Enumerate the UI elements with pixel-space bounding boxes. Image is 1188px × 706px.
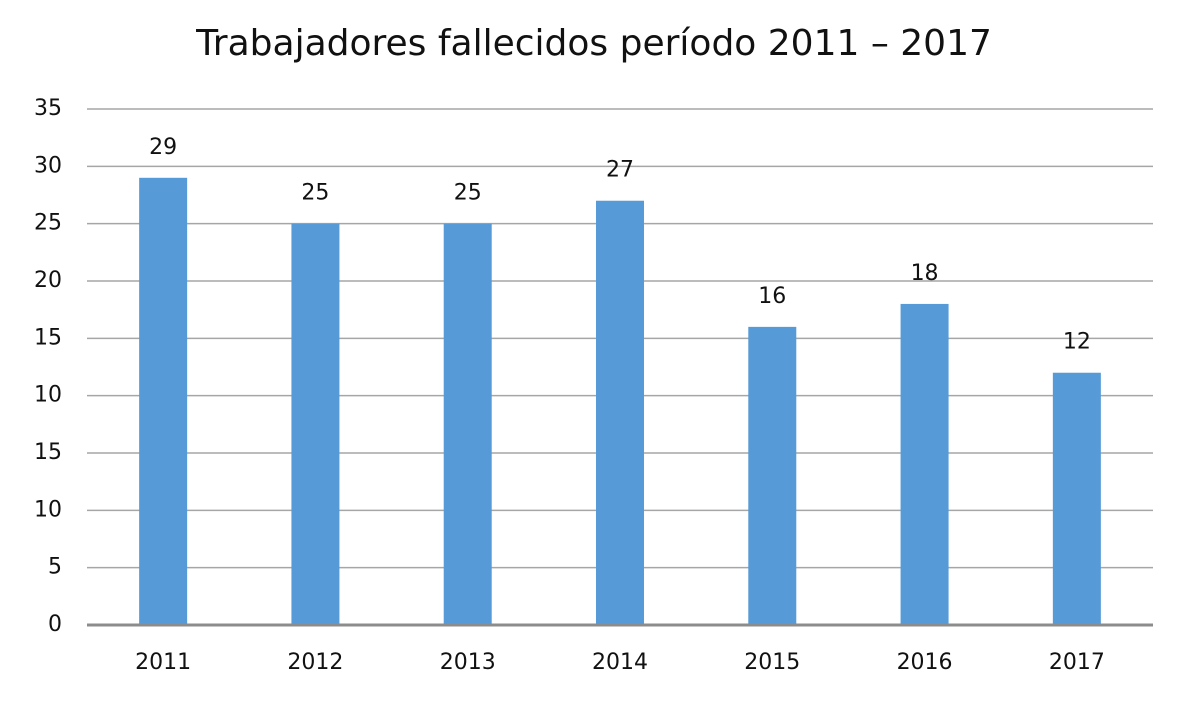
y-tick-label: 20 (34, 268, 62, 293)
y-tick-label: 10 (34, 497, 62, 522)
data-label: 16 (758, 284, 786, 309)
y-tick-label: 30 (34, 153, 62, 178)
x-tick-label: 2016 (897, 650, 953, 675)
y-tick-label: 5 (48, 555, 62, 580)
data-label: 27 (606, 158, 634, 183)
data-label: 25 (454, 181, 482, 206)
bar (900, 303, 949, 625)
bar (596, 200, 644, 625)
y-tick-label: 25 (34, 211, 62, 236)
data-label: 25 (301, 181, 329, 206)
data-label: 18 (911, 261, 939, 286)
y-tick-label: 15 (34, 325, 62, 350)
x-tick-label: 2011 (135, 650, 191, 675)
y-tick-label: 15 (34, 440, 62, 465)
x-tick-label: 2014 (592, 650, 648, 675)
y-tick-label: 10 (34, 383, 62, 408)
x-tick-label: 2012 (287, 650, 343, 675)
data-label: 12 (1063, 330, 1091, 355)
x-tick-label: 2013 (440, 650, 496, 675)
bar (443, 223, 492, 625)
bar (291, 223, 340, 625)
data-label: 29 (149, 135, 177, 160)
bar (748, 326, 797, 625)
y-tick-label: 0 (48, 612, 62, 637)
bar (1052, 372, 1101, 625)
x-tick-label: 2017 (1049, 650, 1105, 675)
chart-title: Trabajadores fallecidos período 2011 – 2… (195, 23, 992, 64)
y-tick-label: 35 (34, 96, 62, 121)
bar (139, 177, 188, 626)
x-tick-label: 2015 (744, 650, 800, 675)
